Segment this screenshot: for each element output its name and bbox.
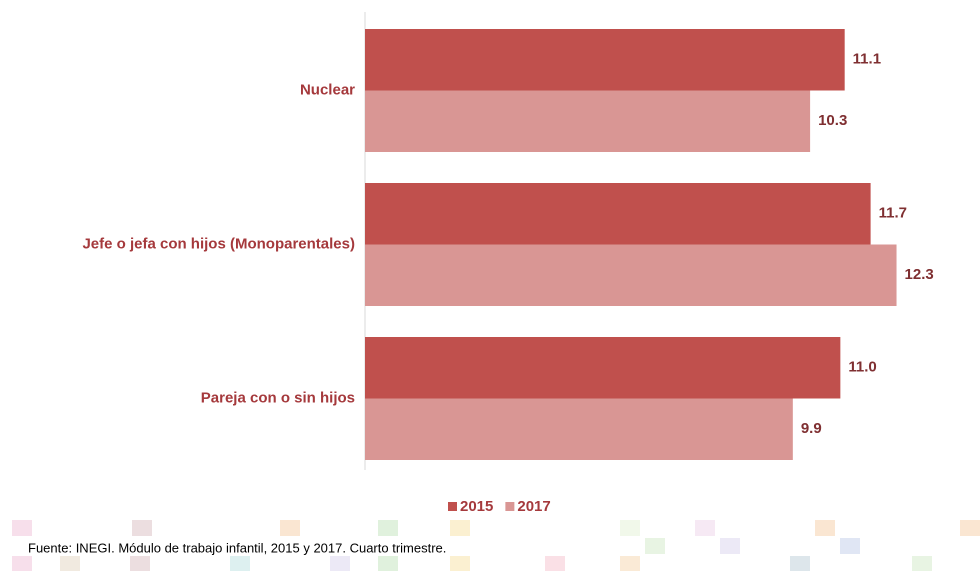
- category-label: Jefe o jefa con hijos (Monoparentales): [82, 235, 355, 252]
- bar: [365, 244, 897, 306]
- value-label: 10.3: [818, 112, 847, 129]
- value-label: 11.0: [848, 359, 876, 376]
- decoration: [12, 520, 980, 571]
- legend-label: 2015: [460, 498, 493, 515]
- legend-swatch: [448, 502, 457, 511]
- value-label: 9.9: [801, 420, 822, 437]
- bar: [365, 90, 811, 152]
- legend-swatch: [505, 502, 515, 511]
- value-label: 11.7: [879, 205, 907, 222]
- category-label: Pareja con o sin hijos: [201, 389, 355, 406]
- value-label: 12.3: [905, 266, 934, 283]
- source: Fuente: INEGI. Módulo de trabajo infanti…: [28, 540, 446, 555]
- legend-label: 2017: [517, 498, 550, 515]
- category-label: Nuclear: [300, 81, 355, 98]
- bar: [365, 183, 871, 245]
- value-label: 11.1: [853, 51, 881, 68]
- bar: [365, 29, 845, 91]
- bar: [365, 398, 793, 460]
- bar: [365, 337, 841, 399]
